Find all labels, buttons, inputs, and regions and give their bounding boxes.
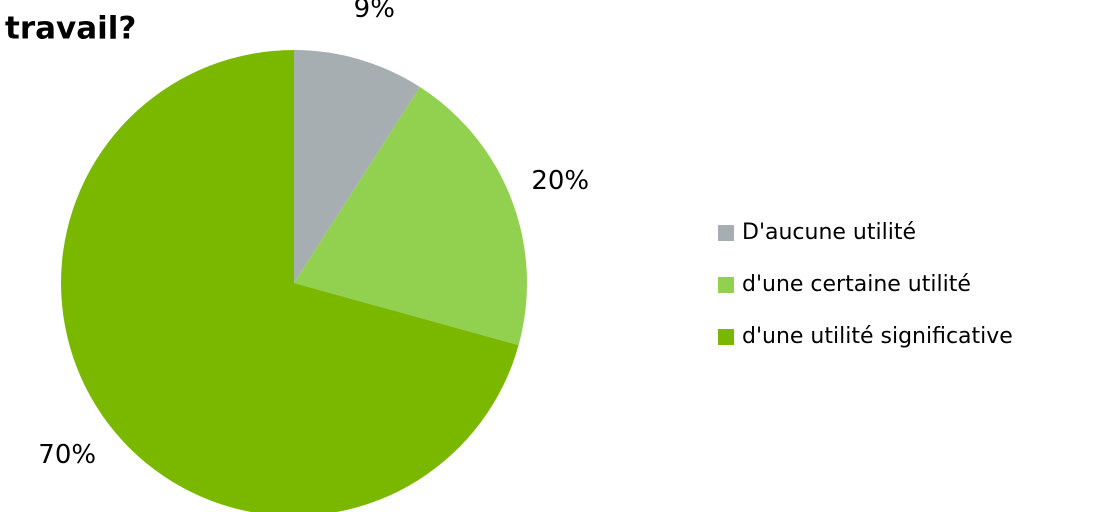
chart-title: travail? — [5, 11, 136, 47]
legend-swatch — [718, 277, 734, 293]
legend-label: d'une certaine utilité — [742, 272, 971, 297]
value-label: 9% — [354, 0, 395, 24]
legend-label: d'une utilité significative — [742, 324, 1013, 349]
legend-swatch — [718, 225, 734, 241]
value-label: 20% — [531, 166, 589, 196]
legend-label: D'aucune utilité — [742, 220, 916, 245]
value-label: 70% — [38, 440, 96, 470]
pie-slice — [294, 86, 527, 346]
legend-swatch — [718, 329, 734, 345]
pie-slice — [60, 50, 519, 512]
pie-slice — [294, 50, 420, 283]
